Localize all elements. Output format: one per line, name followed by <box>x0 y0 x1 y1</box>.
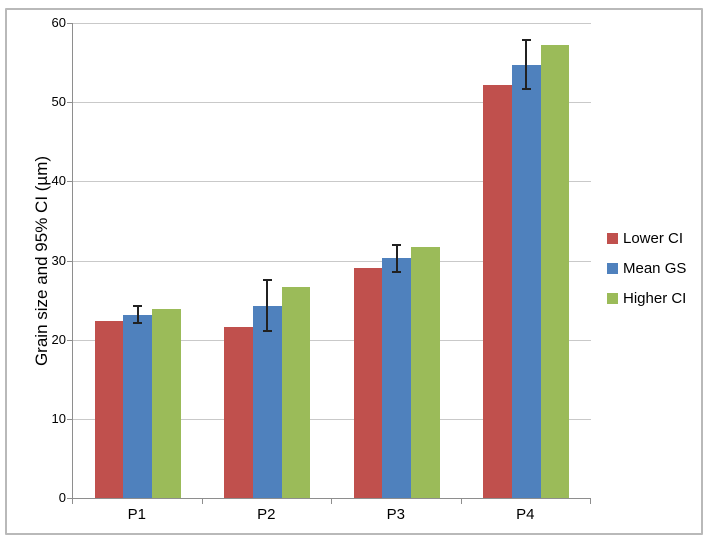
bar-mean-gs-p1 <box>123 315 153 498</box>
x-axis-tick <box>590 499 591 504</box>
bar-mean-gs-p2 <box>252 306 282 498</box>
x-axis-tick <box>201 499 203 504</box>
error-bar-line <box>266 280 269 331</box>
gridline <box>73 102 591 104</box>
y-axis-tick <box>67 418 72 420</box>
y-axis-tick <box>67 339 72 341</box>
category-label: P3 <box>386 506 405 523</box>
bar-higher-ci-p4 <box>540 45 570 498</box>
error-bar-cap-bottom <box>133 322 143 325</box>
legend-label: Lower CI <box>623 230 684 247</box>
plot-area <box>72 23 591 499</box>
y-axis-tick <box>67 181 72 183</box>
legend-item-higher-ci: Higher CI <box>607 290 686 307</box>
legend-item-lower-ci: Lower CI <box>607 230 686 247</box>
bar-lower-ci-p1 <box>94 320 124 498</box>
error-bar-cap-bottom <box>521 87 531 90</box>
error-bar-cap-top <box>133 304 143 307</box>
gridline <box>73 23 591 24</box>
legend-label: Mean GS <box>623 260 687 277</box>
y-axis-tick <box>67 260 72 262</box>
bar-mean-gs-p3 <box>382 258 412 498</box>
y-axis-tick <box>67 102 72 104</box>
error-bar-cap-top <box>521 38 531 41</box>
x-axis-tick <box>331 499 332 504</box>
error-bar-line <box>525 39 528 89</box>
y-tick-label: 60 <box>51 15 66 30</box>
error-bar-line <box>136 305 139 324</box>
gridline <box>73 181 591 183</box>
legend-swatch <box>607 233 618 244</box>
error-bar-cap-top <box>392 243 402 246</box>
y-tick-label: 50 <box>51 94 66 110</box>
y-tick-label: 0 <box>58 490 66 505</box>
bar-higher-ci-p1 <box>152 308 181 498</box>
gridline <box>73 339 591 341</box>
legend-swatch <box>607 293 618 304</box>
legend: Lower CI Mean GS Higher CI <box>607 230 686 320</box>
y-tick-label: 20 <box>51 331 66 347</box>
x-axis-tick <box>460 499 462 504</box>
gridline <box>73 260 591 262</box>
category-label: P2 <box>257 506 276 523</box>
x-axis-tick <box>72 499 73 504</box>
bar-lower-ci-p2 <box>224 327 253 498</box>
error-bar-line <box>395 244 398 272</box>
y-tick-label: 30 <box>51 252 66 268</box>
bar-mean-gs-p4 <box>511 64 541 498</box>
y-axis-tick <box>67 498 72 499</box>
legend-item-mean-gs: Mean GS <box>607 260 686 277</box>
legend-swatch <box>607 263 618 274</box>
y-tick-label: 10 <box>51 410 66 426</box>
legend-label: Higher CI <box>623 290 687 307</box>
bar-lower-ci-p3 <box>353 268 383 498</box>
category-label: P4 <box>516 506 535 523</box>
bar-higher-ci-p3 <box>411 247 440 498</box>
y-tick-label: 40 <box>51 173 66 189</box>
bar-lower-ci-p4 <box>483 84 512 498</box>
y-axis-tick <box>67 23 72 24</box>
error-bar-cap-bottom <box>392 270 402 273</box>
category-label: P1 <box>127 506 146 523</box>
error-bar-cap-top <box>262 279 272 282</box>
bar-higher-ci-p2 <box>281 286 311 498</box>
error-bar-cap-bottom <box>262 329 272 332</box>
gridline <box>73 418 591 420</box>
